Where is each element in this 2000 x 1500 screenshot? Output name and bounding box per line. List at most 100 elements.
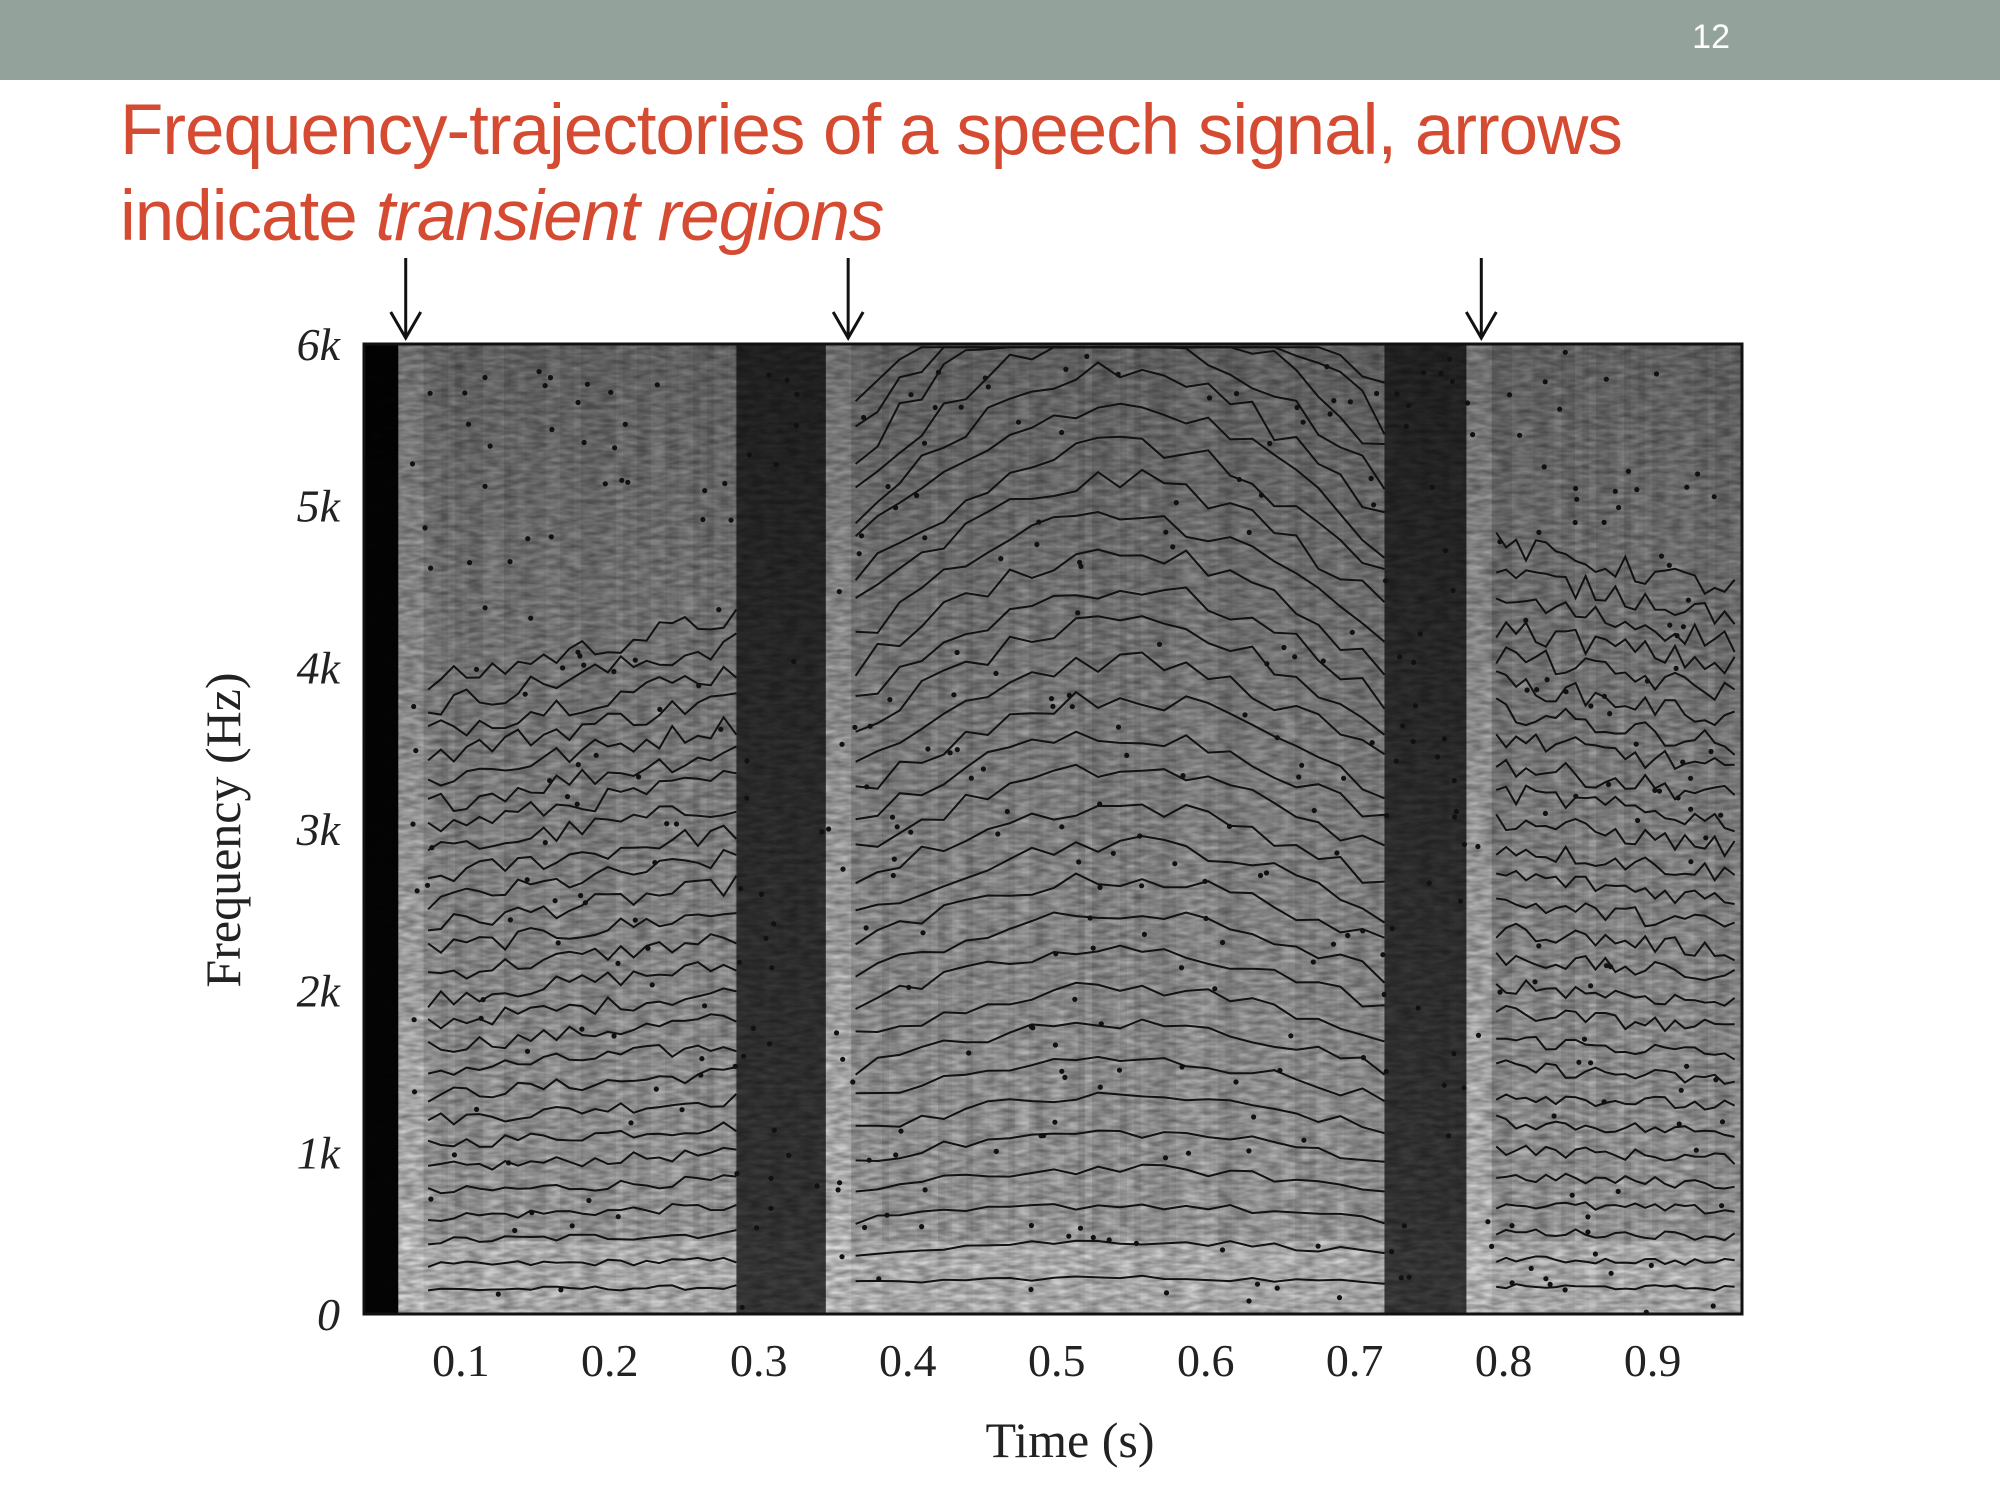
trajectory-point [1451,1051,1457,1057]
trajectory-point [1719,1119,1726,1125]
trajectory-point [1573,793,1579,799]
trajectory-point [1666,562,1672,568]
trajectory-point [575,399,581,406]
trajectory-point [480,997,486,1003]
trajectory-point [1072,996,1078,1003]
trajectory-point [1015,419,1022,425]
trajectory-point [608,389,614,395]
trajectory-point [1341,775,1347,781]
y-tick-label: 1k [297,1127,342,1178]
trajectory-point [1062,1074,1068,1080]
trajectory-line [855,763,1385,848]
trajectory-point [428,565,434,571]
plot-frame [362,342,1744,1316]
trajectory-point [1162,1155,1169,1161]
trajectory-line [855,1163,1385,1193]
y-axis-ticks: 0 1k 2k 3k 4k 5k 6k [296,319,342,1340]
trajectory-line [855,586,1386,710]
trajectory-point [1451,777,1457,784]
trajectory-line [1496,1172,1735,1190]
trajectory-point [552,898,558,904]
trajectory-line [1495,978,1736,1007]
trajectory-point [1267,440,1273,447]
trajectory-point [1371,502,1377,508]
trajectory-point [619,477,625,483]
trajectory-point [993,670,999,677]
trajectory-point [736,959,743,965]
trajectory-point [784,377,790,383]
trajectory-point [506,1160,512,1166]
plot-area [364,344,1742,1314]
trajectory-point [1254,1281,1261,1287]
trajectory-point [951,692,957,698]
frequency-trajectories [427,346,1736,1292]
trajectory-point [768,1205,774,1211]
trajectory-point [908,829,914,835]
trajectory-point [1110,850,1116,856]
trajectory-point [1066,1233,1072,1239]
trajectory-point [1212,986,1218,992]
trajectory-point [758,891,765,898]
y-tick-label: 5k [297,481,342,532]
trajectory-point [424,882,431,888]
trajectory-point [837,1180,843,1186]
trajectory-point [1050,703,1056,710]
trajectory-point [876,1276,882,1282]
trajectory-point [1137,833,1143,839]
trajectory-point [1625,468,1631,474]
y-tick-label: 6k [297,319,342,370]
trajectory-point [1219,1247,1226,1253]
trajectory-point [467,560,473,566]
trajectory-point [548,534,554,540]
trajectory-point [839,1254,845,1260]
trajectory-point [615,1214,621,1220]
trajectory-point [744,758,750,764]
trajectory-point [1206,395,1213,401]
trajectory-point [1233,391,1240,397]
trajectory-line [855,615,1386,736]
trajectory-line [1495,732,1735,771]
trajectory-point [1172,861,1178,867]
trajectory-line [855,690,1385,800]
trajectory-point [1441,736,1447,742]
trajectory-point [867,723,873,729]
trajectory-point [1557,406,1563,412]
trajectory-point [582,900,589,906]
trajectory-point [698,1072,704,1078]
trajectory-point [746,452,752,458]
trajectory-point [864,784,870,790]
x-tick-label: 0.8 [1475,1335,1533,1386]
trajectory-line [854,402,1386,559]
noise-texture [364,344,1742,1314]
trajectory-point [1674,633,1680,639]
trajectory-point [1652,787,1658,794]
trajectory-point [1170,544,1176,550]
trajectory-point [1069,704,1075,710]
trajectory-point [1299,762,1305,768]
trajectory-line [855,1239,1385,1257]
trajectory-point [856,551,862,557]
trajectory-point [793,423,800,429]
trajectory-point [1547,1281,1553,1287]
trajectory-line [427,1256,737,1268]
trajectory-point [702,488,708,494]
trajectory-point [673,821,680,827]
trajectory-point [716,607,722,613]
arrow-head [1465,311,1498,342]
trajectory-point [569,1223,575,1229]
trajectory-point [894,824,900,830]
trajectory-line [1495,813,1736,858]
trajectory-point [718,726,724,732]
y-axis-label: Frequency (Hz) [195,672,251,987]
transient-arrow [389,258,423,342]
trajectory-point [1246,1148,1252,1154]
trajectory-point [451,1152,457,1158]
y-tick-label: 3k [296,804,342,855]
trajectory-line [1495,758,1736,801]
trajectory-point [1441,1082,1447,1088]
trajectory-point [980,766,987,772]
transient-arrow [831,258,865,342]
trajectory-point [769,965,775,971]
trajectory-line [855,1091,1385,1135]
trajectory-point [985,384,991,390]
